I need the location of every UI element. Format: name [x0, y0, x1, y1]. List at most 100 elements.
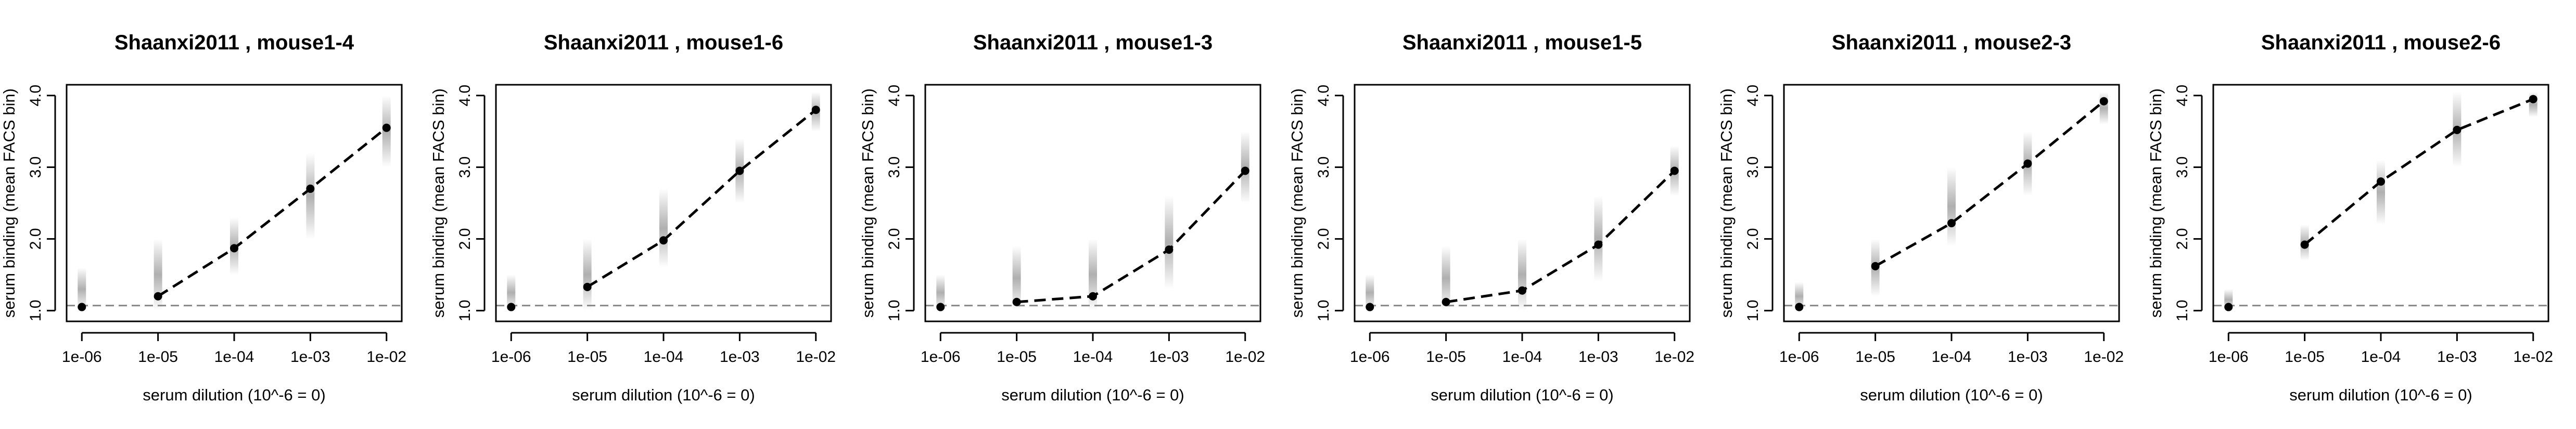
x-tick-label: 1e-06	[2209, 348, 2249, 366]
x-tick-label: 1e-02	[796, 348, 836, 366]
y-tick-label: 3.0	[886, 157, 903, 178]
x-tick-label: 1e-04	[1932, 348, 1972, 366]
x-tick-label: 1e-06	[62, 348, 102, 366]
distribution-band	[936, 275, 945, 311]
x-tick-label: 1e-05	[997, 348, 1037, 366]
y-tick-label: 1.0	[1744, 300, 1762, 321]
x-tick-label: 1e-03	[1578, 348, 1618, 366]
data-point	[1241, 166, 1249, 175]
y-tick-label: 3.0	[456, 157, 474, 178]
y-axis-label: serum binding (mean FACS bin)	[2147, 88, 2165, 318]
distribution-band	[2377, 160, 2385, 225]
y-tick-label: 1.0	[456, 300, 474, 321]
chart-panel-2: Shaanxi2011 , mouse1-6 1e-06 1e-05 1e-04 1e-…	[429, 31, 836, 404]
y-tick-label: 1.0	[1315, 300, 1332, 321]
x-axis-label: serum dilution (10^-6 = 0)	[1431, 386, 1613, 404]
chart-panel-1: Shaanxi2011 , mouse1-4 1e-06 1e-05 1e-04 1e-…	[0, 31, 406, 404]
series-line	[157, 126, 388, 297]
chart-title: Shaanxi2011 , mouse2-6	[2261, 31, 2501, 54]
chart-panel-6: Shaanxi2011 , mouse2-6 1e-06 1e-05 1e-04 1e-…	[2147, 31, 2553, 404]
y-tick-label: 1.0	[886, 300, 903, 321]
x-tick-label: 1e-03	[1149, 348, 1189, 366]
data-point	[1165, 245, 1174, 254]
chart-title: Shaanxi2011 , mouse1-4	[114, 31, 354, 54]
plot-frame	[495, 84, 832, 322]
data-point	[2099, 97, 2108, 106]
data-point	[78, 303, 86, 311]
x-tick-label: 1e-02	[2084, 348, 2124, 366]
plot-frame	[1783, 84, 2120, 322]
plot-frame	[66, 84, 403, 322]
x-axis-label: serum dilution (10^-6 = 0)	[572, 386, 755, 404]
chart-title: Shaanxi2011 , mouse1-5	[1402, 31, 1642, 54]
data-point	[382, 123, 391, 132]
data-point	[154, 292, 162, 301]
x-tick-label: 1e-05	[2285, 348, 2325, 366]
data-point	[936, 303, 945, 311]
x-tick-label: 1e-06	[491, 348, 531, 366]
y-axis-label: serum binding (mean FACS bin)	[0, 88, 18, 318]
y-tick-label: 1.0	[2174, 300, 2191, 321]
data-point	[2453, 125, 2462, 134]
data-point	[1871, 262, 1880, 270]
data-point	[2529, 95, 2537, 103]
x-tick-label: 1e-04	[644, 348, 684, 366]
x-tick-label: 1e-04	[214, 348, 254, 366]
y-tick-label: 4.0	[886, 85, 903, 107]
series-line	[1446, 170, 1676, 304]
data-point	[659, 236, 668, 245]
y-axis-label: serum binding (mean FACS bin)	[1288, 88, 1306, 318]
y-tick-label: 4.0	[27, 85, 44, 107]
plot-frame	[2212, 84, 2549, 322]
distribution-band	[306, 152, 315, 239]
distribution-band	[1518, 239, 1526, 311]
x-tick-label: 1e-03	[720, 348, 760, 366]
y-axis-label: serum binding (mean FACS bin)	[1717, 88, 1736, 318]
y-axis-label: serum binding (mean FACS bin)	[859, 88, 877, 318]
distribution-band	[1165, 196, 1174, 289]
x-tick-label: 1e-04	[1502, 348, 1542, 366]
distribution-band	[659, 188, 668, 268]
x-tick-label: 1e-06	[1350, 348, 1390, 366]
series-line	[1016, 170, 1246, 304]
x-tick-label: 1e-03	[290, 348, 330, 366]
x-tick-label: 1e-05	[138, 348, 178, 366]
data-point	[1366, 303, 1374, 311]
y-tick-label: 4.0	[1315, 85, 1332, 107]
data-point	[2023, 159, 2032, 168]
chart-panel-4: Shaanxi2011 , mouse1-5 1e-06 1e-05 1e-04 1e-…	[1288, 31, 1694, 404]
data-point	[2377, 177, 2385, 186]
plot-frame	[1354, 84, 1691, 322]
y-tick-label: 2.0	[886, 228, 903, 250]
x-tick-label: 1e-04	[1073, 348, 1113, 366]
data-point	[507, 303, 516, 311]
data-point	[1089, 292, 1097, 301]
chart-title: Shaanxi2011 , mouse1-6	[544, 31, 783, 54]
y-tick-label: 4.0	[1744, 85, 1762, 107]
x-tick-label: 1e-04	[2361, 348, 2401, 366]
y-tick-label: 3.0	[2174, 157, 2191, 178]
chart-panel-3: Shaanxi2011 , mouse1-3 1e-06 1e-05 1e-04 1e-…	[859, 31, 1265, 404]
x-tick-label: 1e-06	[921, 348, 961, 366]
x-tick-label: 1e-06	[1779, 348, 1819, 366]
y-axis-label: serum binding (mean FACS bin)	[429, 88, 448, 318]
y-tick-label: 3.0	[1315, 157, 1332, 178]
data-point	[1012, 297, 1021, 306]
data-point	[735, 166, 744, 175]
chart-title: Shaanxi2011 , mouse2-3	[1832, 31, 2071, 54]
distribution-band	[78, 267, 86, 311]
x-axis-label: serum dilution (10^-6 = 0)	[1860, 386, 2043, 404]
distribution-band	[2099, 92, 2108, 124]
data-point	[2300, 240, 2309, 249]
y-tick-label: 2.0	[1744, 228, 1762, 250]
x-tick-label: 1e-02	[366, 348, 406, 366]
data-point	[1518, 286, 1526, 295]
data-point	[230, 244, 238, 253]
data-point	[2224, 303, 2233, 311]
distribution-band	[1366, 275, 1374, 311]
data-point	[1947, 219, 1956, 228]
y-tick-label: 1.0	[27, 300, 44, 321]
chart-panel-5: Shaanxi2011 , mouse2-3 1e-06 1e-05 1e-04 1e-…	[1717, 31, 2124, 404]
x-tick-label: 1e-02	[1225, 348, 1265, 366]
data-point	[583, 282, 592, 291]
